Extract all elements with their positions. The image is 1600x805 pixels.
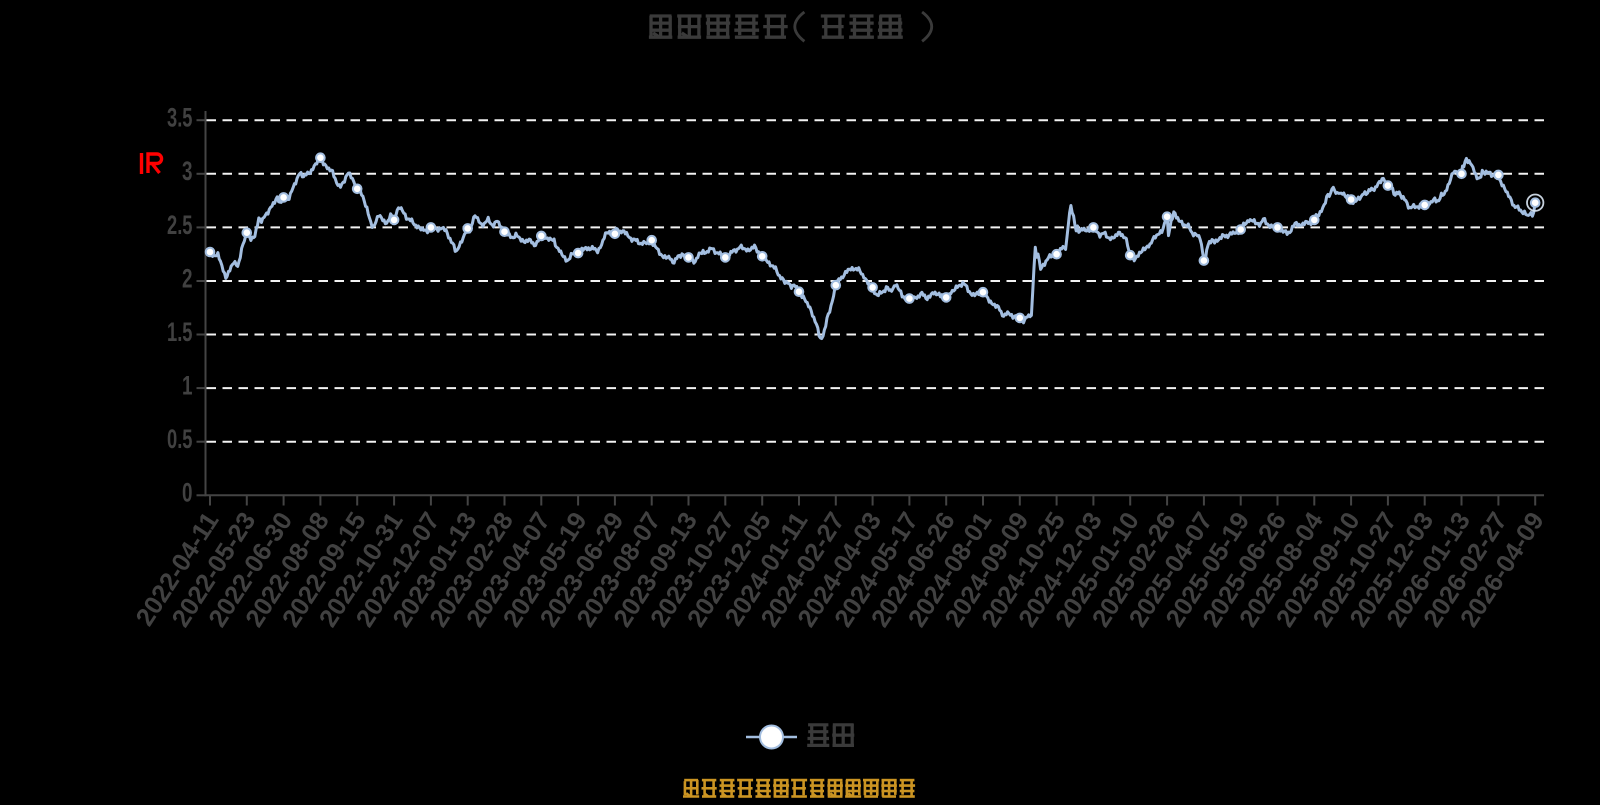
svg-text:1: 1 (182, 371, 193, 401)
svg-text:2: 2 (182, 263, 193, 293)
svg-text:3.5: 3.5 (167, 103, 193, 133)
svg-text:2.5: 2.5 (167, 210, 193, 240)
svg-text:1.5: 1.5 (167, 317, 193, 347)
svg-text:3: 3 (182, 156, 193, 186)
svg-text:0.5: 0.5 (167, 424, 193, 454)
svg-text:0: 0 (182, 478, 193, 508)
